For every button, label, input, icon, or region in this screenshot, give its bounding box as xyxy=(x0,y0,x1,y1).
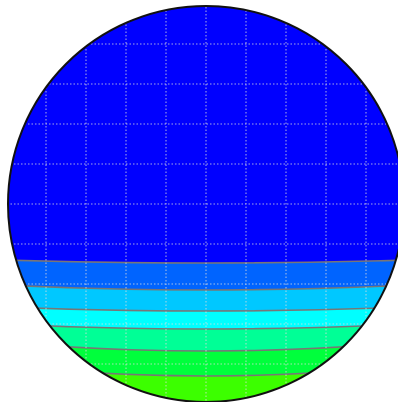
disk-outline xyxy=(7,5,398,402)
contour-line-3 xyxy=(8,306,398,312)
contour-line-4 xyxy=(8,323,398,330)
contour-line-2 xyxy=(8,284,398,291)
